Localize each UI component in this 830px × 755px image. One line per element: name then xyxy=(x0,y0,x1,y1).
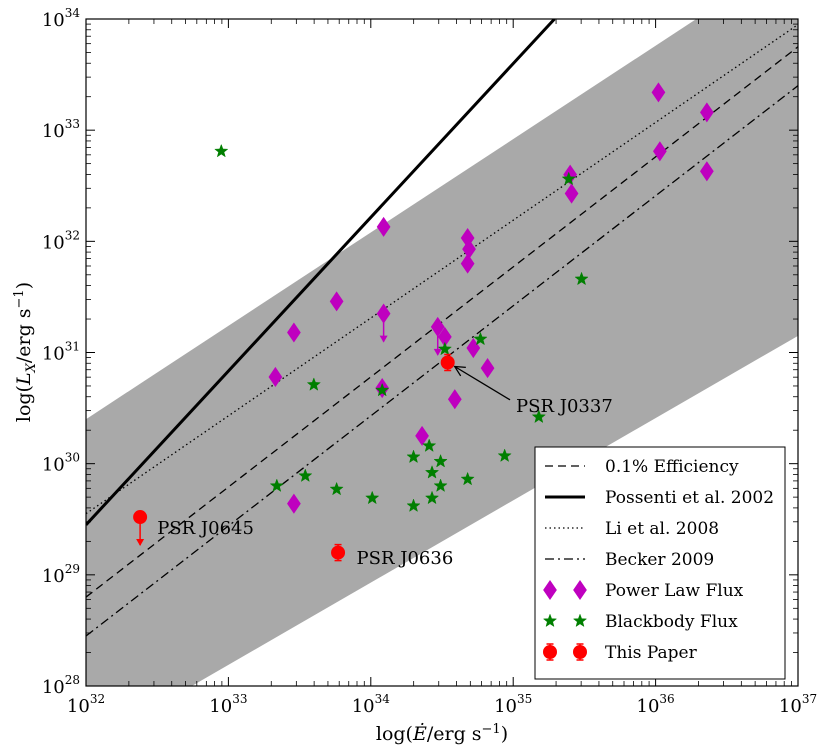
blackbody-point-2 xyxy=(298,468,313,482)
legend-label-5: Blackbody Flux xyxy=(605,612,738,632)
legend-marker-circle-1 xyxy=(573,645,587,659)
power-law-point-17 xyxy=(564,183,579,204)
y-tick-label-2: 1030 xyxy=(42,451,80,476)
power-law-point-20 xyxy=(700,102,714,123)
power-law-point-8 xyxy=(430,316,445,337)
legend-marker-diamond-0 xyxy=(543,579,557,601)
x-tick-label-0: 1032 xyxy=(67,692,105,717)
annotation-arrow-shaft xyxy=(454,365,511,401)
reference-line-solid xyxy=(86,19,556,526)
blackbody-point-7 xyxy=(406,449,421,464)
y-tick-label-3: 1031 xyxy=(42,340,80,365)
legend-marker-circle-0 xyxy=(543,645,557,659)
blackbody-point-19 xyxy=(561,171,576,186)
power-law-point-15 xyxy=(480,358,495,379)
x-axis-title: log(Ė/erg s−1) xyxy=(376,722,508,745)
x-tick-label-1: 1033 xyxy=(209,692,247,717)
legend-entry-0: 0.1% Efficiency xyxy=(545,457,739,477)
power-law-point-8-upper-limit-head xyxy=(433,348,442,356)
blackbody-point-5 xyxy=(365,490,380,505)
power-law-point-4 xyxy=(376,216,391,237)
x-tick-label-2: 1034 xyxy=(352,692,391,717)
power-law-point-3 xyxy=(329,291,344,312)
annotation-label-1: PSR J0645 xyxy=(157,518,254,539)
blackbody-point-8 xyxy=(406,498,421,512)
y-axis-title: log(LX/erg s−1) xyxy=(12,282,39,422)
power-law-point-1 xyxy=(287,322,301,343)
reference-line-dashed xyxy=(86,46,798,598)
legend-label-0: 0.1% Efficiency xyxy=(605,457,739,477)
legend-marker-star-1 xyxy=(572,613,588,628)
legend-entry-4: Power Law Flux xyxy=(543,579,744,601)
blackbody-point-11 xyxy=(424,490,440,505)
legend-label-4: Power Law Flux xyxy=(605,581,744,601)
blackbody-point-16 xyxy=(460,471,475,486)
annotation-label-0: PSR J0337 xyxy=(516,396,613,417)
y-tick-label-6: 1034 xyxy=(42,6,81,31)
this-paper-point-0 xyxy=(440,355,455,370)
power-law-point-18 xyxy=(651,82,666,103)
blackbody-point-1 xyxy=(269,478,284,492)
power-law-point-5-upper-limit-head xyxy=(379,335,388,343)
power-law-point-0 xyxy=(287,493,301,514)
blackbody-point-10 xyxy=(424,465,440,479)
this-paper-point-2 xyxy=(331,545,346,560)
blackbody-point-0 xyxy=(214,143,229,158)
legend-entry-3: Becker 2009 xyxy=(545,550,714,570)
annotation-arrow-head xyxy=(453,365,466,377)
reference-line-dashdot xyxy=(86,85,798,637)
legend-marker-diamond-1 xyxy=(573,579,587,601)
y-tick-label-4: 1032 xyxy=(42,228,80,253)
power-law-point-2 xyxy=(268,366,283,387)
blackbody-point-9 xyxy=(422,438,437,452)
blackbody-point-6 xyxy=(375,382,390,397)
blackbody-point-3 xyxy=(306,377,321,391)
power-law-point-5 xyxy=(376,303,391,324)
blackbody-point-15 xyxy=(473,331,488,346)
legend-box xyxy=(534,446,786,680)
legend-label-1: Possenti et al. 2002 xyxy=(605,488,774,508)
annotation-label-2: PSR J0636 xyxy=(357,548,454,569)
power-law-point-19 xyxy=(653,141,667,162)
series-power-law-flux xyxy=(268,82,714,514)
legend-entry-6: This Paper xyxy=(543,643,698,663)
power-law-point-21 xyxy=(700,161,714,182)
series-this-paper xyxy=(133,353,455,562)
this-paper-point-1 xyxy=(133,510,148,525)
blackbody-point-13 xyxy=(433,478,448,492)
legend-label-3: Becker 2009 xyxy=(605,550,714,570)
power-law-point-10 xyxy=(447,389,462,410)
blackbody-point-4 xyxy=(329,481,344,496)
legend: 0.1% Efficiency Possenti et al. 2002 Li et… xyxy=(534,446,786,680)
x-tick-label-3: 1035 xyxy=(494,692,532,717)
blackbody-point-17 xyxy=(497,448,512,462)
power-law-point-7 xyxy=(415,425,429,446)
this-paper-point-1-upper-limit-head xyxy=(136,539,145,547)
blackbody-point-20 xyxy=(574,271,589,286)
y-tick-label-1: 1029 xyxy=(42,562,80,587)
x-tick-label-5: 1037 xyxy=(779,692,817,717)
blackbody-point-14 xyxy=(437,341,452,356)
x-tick-label-4: 1036 xyxy=(637,692,675,717)
legend-entry-5: Blackbody Flux xyxy=(542,612,738,632)
legend-entry-2: Li et al. 2008 xyxy=(545,519,719,539)
legend-label-6: This Paper xyxy=(605,643,698,663)
series-blackbody-flux xyxy=(214,143,589,512)
power-law-point-13 xyxy=(460,253,475,274)
legend-label-2: Li et al. 2008 xyxy=(605,519,719,539)
legend-entry-1: Possenti et al. 2002 xyxy=(545,488,774,508)
legend-marker-star-0 xyxy=(542,613,558,628)
y-tick-label-5: 1033 xyxy=(42,117,80,142)
blackbody-point-18 xyxy=(531,409,546,424)
y-tick-label-0: 1028 xyxy=(42,673,80,698)
blackbody-point-12 xyxy=(433,453,448,468)
